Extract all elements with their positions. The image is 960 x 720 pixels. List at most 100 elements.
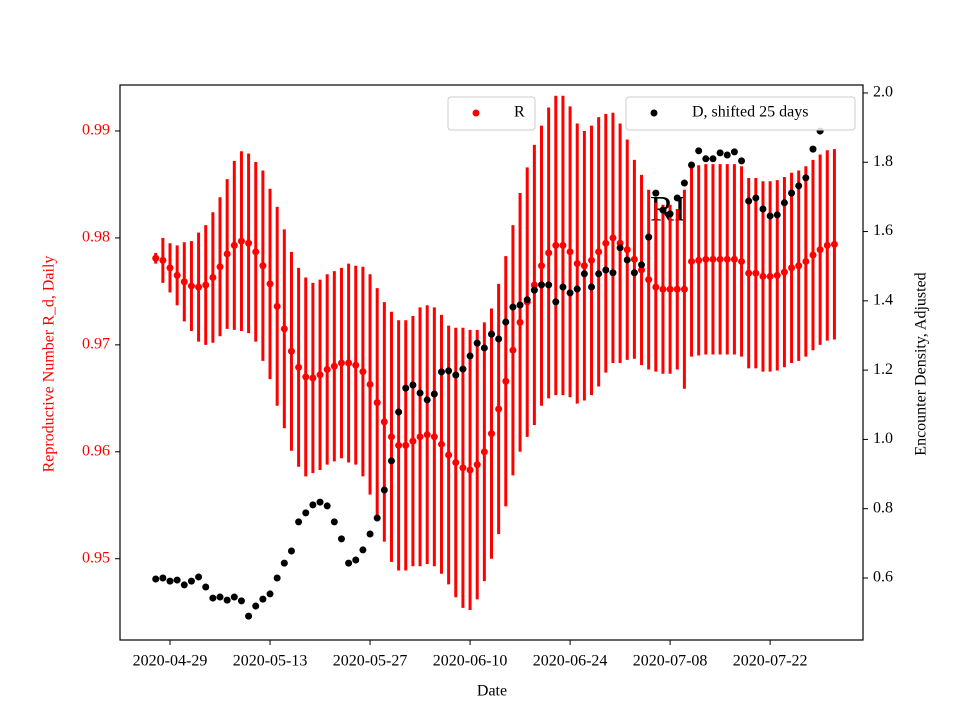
point: [359, 546, 367, 554]
point: [688, 257, 696, 265]
point: [723, 255, 731, 263]
point: [680, 285, 688, 293]
point: [752, 269, 760, 277]
point: [630, 255, 638, 263]
point: [152, 575, 160, 583]
point: [773, 271, 781, 279]
y2-tick-label: 1.4: [873, 292, 893, 309]
point: [609, 269, 617, 277]
point: [645, 233, 653, 241]
point: [552, 298, 560, 306]
point: [516, 318, 524, 326]
point: [345, 359, 353, 367]
point: [230, 241, 238, 249]
point: [273, 302, 281, 310]
point: [237, 597, 245, 605]
point: [280, 559, 288, 567]
x-axis-label: Date: [477, 683, 507, 700]
point: [473, 461, 481, 469]
point: [352, 556, 360, 564]
point: [387, 457, 395, 465]
point: [295, 363, 303, 371]
point: [287, 347, 295, 355]
point: [730, 255, 738, 263]
point: [395, 408, 403, 416]
point: [595, 248, 603, 256]
point: [280, 325, 288, 333]
point: [380, 486, 388, 494]
point: [423, 431, 431, 439]
point: [416, 433, 424, 441]
point: [402, 441, 410, 449]
y-tick-label: 0.96: [82, 442, 110, 459]
point: [545, 249, 553, 257]
point: [788, 264, 796, 272]
point: [295, 518, 303, 526]
x-tick-label: 2020-06-24: [533, 653, 608, 670]
point: [573, 260, 581, 268]
point: [480, 344, 488, 352]
point: [330, 362, 338, 370]
point: [702, 255, 710, 263]
point: [452, 458, 460, 466]
point: [538, 281, 546, 289]
point: [309, 374, 317, 382]
point: [173, 271, 181, 279]
point: [809, 251, 817, 259]
point: [373, 399, 381, 407]
point: [180, 581, 188, 589]
point: [459, 365, 467, 373]
point: [323, 502, 331, 510]
y2-tick-label: 2.0: [873, 84, 893, 101]
point: [423, 396, 431, 404]
x-tick-label: 2020-05-27: [333, 653, 408, 670]
point: [516, 301, 524, 309]
point: [580, 262, 588, 270]
point: [395, 441, 403, 449]
point: [509, 303, 517, 311]
point: [730, 148, 738, 156]
point: [202, 583, 210, 591]
point: [352, 361, 360, 369]
point: [316, 371, 324, 379]
point: [745, 197, 753, 205]
point: [523, 296, 531, 304]
point: [688, 161, 696, 169]
point: [766, 212, 774, 220]
point: [652, 189, 660, 197]
point: [802, 257, 810, 265]
point: [566, 248, 574, 256]
point: [316, 498, 324, 506]
y-tick-label: 0.99: [82, 122, 110, 139]
point: [802, 174, 810, 182]
point: [437, 440, 445, 448]
point: [230, 593, 238, 601]
point: [638, 266, 646, 274]
point: [452, 371, 460, 379]
point: [759, 205, 767, 213]
y2-tick-label: 1.0: [873, 430, 893, 447]
point: [252, 602, 260, 610]
point: [430, 390, 438, 398]
y2-tick-label: 0.8: [873, 499, 893, 516]
point: [502, 318, 510, 326]
point: [702, 155, 710, 163]
point: [202, 281, 210, 289]
point: [309, 501, 317, 509]
point: [588, 256, 596, 264]
point: [552, 241, 560, 249]
point: [816, 246, 824, 254]
point: [409, 381, 417, 389]
point: [530, 281, 538, 289]
point: [538, 262, 546, 270]
point: [366, 530, 374, 538]
point: [380, 418, 388, 426]
point: [245, 612, 253, 620]
point: [809, 145, 817, 153]
point: [166, 577, 174, 585]
point: [588, 283, 596, 291]
point: [195, 573, 203, 581]
y-tick-label: 0.97: [82, 336, 110, 353]
point: [823, 241, 831, 249]
point: [266, 280, 274, 288]
